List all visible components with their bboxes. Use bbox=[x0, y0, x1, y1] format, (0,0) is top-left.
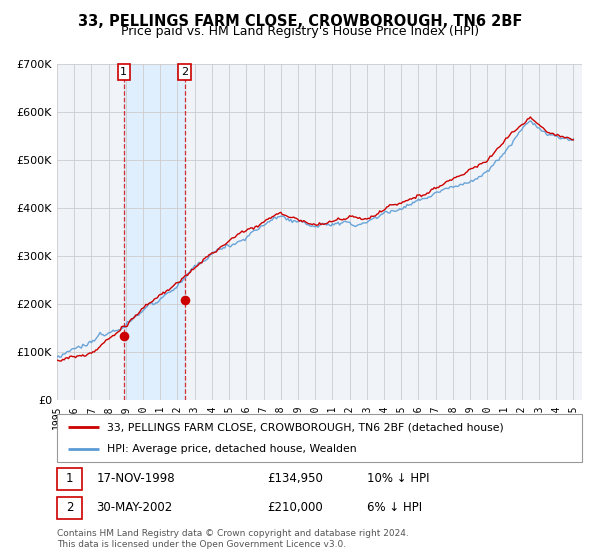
Text: 17-NOV-1998: 17-NOV-1998 bbox=[97, 473, 175, 486]
Text: 2: 2 bbox=[66, 501, 73, 514]
Text: HPI: Average price, detached house, Wealden: HPI: Average price, detached house, Weal… bbox=[107, 444, 356, 454]
Text: £134,950: £134,950 bbox=[267, 473, 323, 486]
Text: Price paid vs. HM Land Registry's House Price Index (HPI): Price paid vs. HM Land Registry's House … bbox=[121, 25, 479, 38]
Point bbox=[180, 295, 190, 304]
Text: 1: 1 bbox=[120, 67, 127, 77]
FancyBboxPatch shape bbox=[57, 468, 82, 490]
Text: 6% ↓ HPI: 6% ↓ HPI bbox=[367, 501, 422, 514]
Text: 10% ↓ HPI: 10% ↓ HPI bbox=[367, 473, 429, 486]
Point bbox=[119, 331, 128, 340]
Text: 33, PELLINGS FARM CLOSE, CROWBOROUGH, TN6 2BF (detached house): 33, PELLINGS FARM CLOSE, CROWBOROUGH, TN… bbox=[107, 422, 503, 432]
Text: £210,000: £210,000 bbox=[267, 501, 323, 514]
Text: 2: 2 bbox=[181, 67, 188, 77]
Text: Contains HM Land Registry data © Crown copyright and database right 2024.
This d: Contains HM Land Registry data © Crown c… bbox=[57, 529, 409, 549]
Text: 30-MAY-2002: 30-MAY-2002 bbox=[97, 501, 173, 514]
FancyBboxPatch shape bbox=[57, 497, 82, 519]
Text: 1: 1 bbox=[66, 473, 73, 486]
FancyBboxPatch shape bbox=[57, 414, 582, 462]
Bar bbox=[124, 64, 185, 400]
Text: 33, PELLINGS FARM CLOSE, CROWBOROUGH, TN6 2BF: 33, PELLINGS FARM CLOSE, CROWBOROUGH, TN… bbox=[78, 14, 522, 29]
